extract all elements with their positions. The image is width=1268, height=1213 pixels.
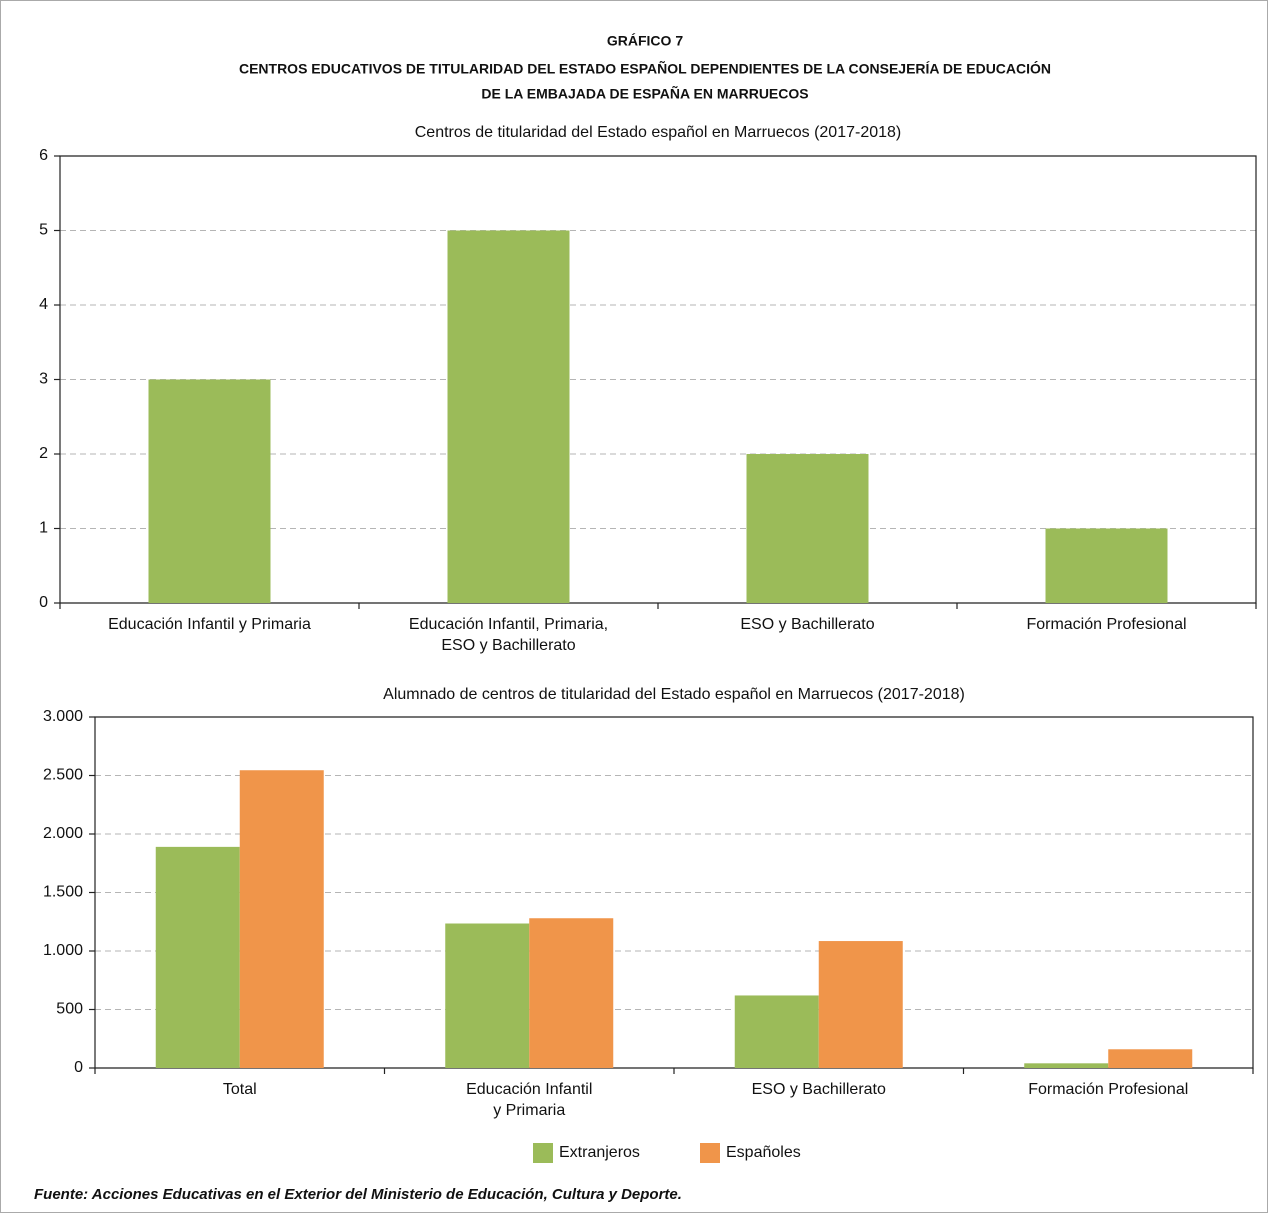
y-tick-label: 2.500 bbox=[43, 767, 83, 784]
bar bbox=[447, 230, 570, 603]
y-tick-label: 4 bbox=[39, 296, 48, 313]
x-tick-label: Educación Infantil y Primaria bbox=[108, 616, 311, 633]
y-tick-label: 1.500 bbox=[43, 884, 83, 901]
x-tick-label: Educación Infantil y Primaria bbox=[466, 1081, 592, 1119]
y-tick-label: 500 bbox=[56, 1001, 83, 1018]
legend-label: Extranjeros bbox=[559, 1144, 640, 1161]
y-tick-label: 2.000 bbox=[43, 825, 83, 842]
bar bbox=[746, 454, 869, 603]
bar bbox=[1108, 1049, 1193, 1068]
bar bbox=[734, 995, 819, 1068]
y-tick-label: 6 bbox=[39, 147, 48, 164]
bar bbox=[1045, 528, 1168, 603]
legend-swatch bbox=[700, 1143, 720, 1163]
legend-swatch bbox=[533, 1143, 553, 1163]
y-tick-label: 1 bbox=[39, 520, 48, 537]
y-tick-label: 2 bbox=[39, 445, 48, 462]
figure-title: CENTROS EDUCATIVOS DE TITULARIDAD DEL ES… bbox=[239, 60, 1051, 77]
y-tick-label: 0 bbox=[39, 594, 48, 611]
bar bbox=[818, 941, 903, 1068]
x-tick-label: Formación Profesional bbox=[1026, 616, 1186, 633]
figure-label: GRÁFICO 7 bbox=[607, 33, 683, 49]
bar bbox=[155, 846, 240, 1068]
x-tick-label: ESO y Bachillerato bbox=[740, 616, 874, 633]
x-tick-label: ESO y Bachillerato bbox=[752, 1081, 886, 1098]
y-tick-label: 0 bbox=[74, 1059, 83, 1076]
bar bbox=[148, 379, 271, 603]
y-tick-label: 5 bbox=[39, 222, 48, 239]
bar bbox=[1024, 1063, 1109, 1068]
bar bbox=[239, 770, 324, 1068]
x-tick-label: Educación Infantil, Primaria, ESO y Bachi… bbox=[409, 616, 608, 654]
x-tick-label: Formación Profesional bbox=[1028, 1081, 1188, 1098]
chart-title: Centros de titularidad del Estado españo… bbox=[415, 124, 902, 141]
legend-label: Españoles bbox=[726, 1144, 801, 1161]
y-tick-label: 3.000 bbox=[43, 708, 83, 725]
figure-title: DE LA EMBAJADA DE ESPAÑA EN MARRUECOS bbox=[481, 85, 808, 102]
y-tick-label: 1.000 bbox=[43, 942, 83, 959]
x-tick-label: Total bbox=[223, 1081, 257, 1098]
bar bbox=[445, 923, 530, 1068]
bar bbox=[529, 918, 614, 1068]
source: Fuente: Acciones Educativas en el Exteri… bbox=[34, 1186, 682, 1203]
chart-title: Alumnado de centros de titularidad del E… bbox=[383, 686, 965, 703]
y-tick-label: 3 bbox=[39, 371, 48, 388]
